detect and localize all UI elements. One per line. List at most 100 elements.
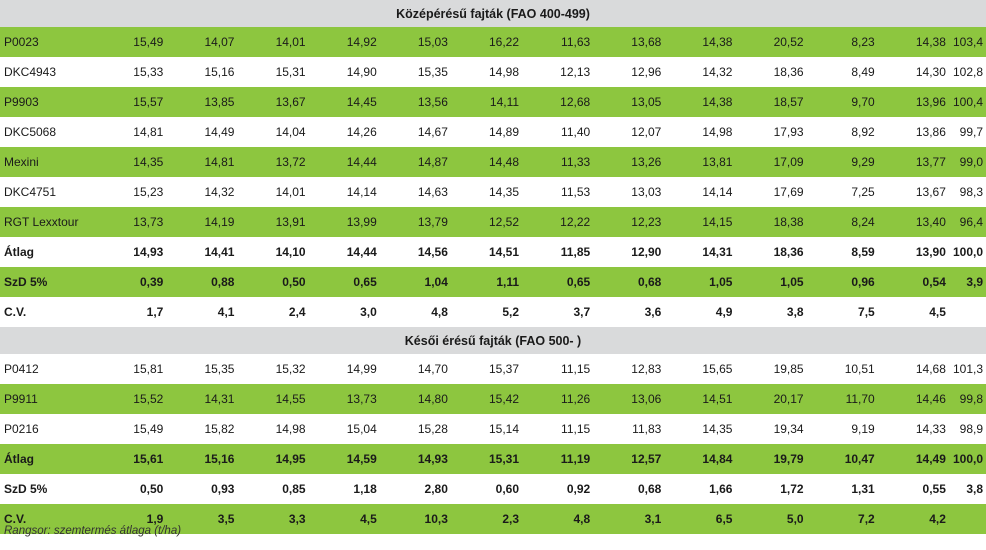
table-cell: 6,5 <box>665 504 737 534</box>
table-cell: 14,38 <box>665 27 737 57</box>
table-cell: 14,32 <box>665 57 737 87</box>
table-cell: 15,32 <box>238 354 310 384</box>
table-cell: 11,85 <box>523 237 595 267</box>
table-cell: 0,92 <box>523 474 595 504</box>
table-cell: 19,79 <box>736 444 808 474</box>
table-cell: 12,57 <box>594 444 666 474</box>
table-cell: 10,51 <box>807 354 879 384</box>
table-cell: 15,81 <box>96 354 168 384</box>
row-label: Mexini <box>0 147 97 177</box>
table-cell: 3,7 <box>523 297 595 327</box>
table-cell <box>949 504 986 534</box>
table-cell: 15,37 <box>451 354 524 384</box>
table-cell: 8,24 <box>807 207 879 237</box>
table-cell: 100,4 <box>949 87 986 117</box>
row-label: DKC5068 <box>0 117 97 147</box>
table-cell: 11,15 <box>523 354 595 384</box>
table-cell: 4,1 <box>167 297 239 327</box>
table-cell: 100,0 <box>949 444 986 474</box>
table-cell: 15,35 <box>380 57 452 87</box>
table-cell: 13,06 <box>594 384 666 414</box>
table-cell: 8,92 <box>807 117 879 147</box>
table-cell: 100,0 <box>949 237 986 267</box>
table-cell: 14,51 <box>665 384 737 414</box>
table-row: DKC5068 14,81 14,49 14,04 14,26 14,67 14,89 11,… <box>0 117 986 147</box>
table-cell: 3,9 <box>949 267 986 297</box>
table-cell: 1,04 <box>380 267 452 297</box>
table-cell: 13,72 <box>238 147 310 177</box>
table-row: P0412 15,81 15,35 15,32 14,99 14,70 15,37 11,15… <box>0 354 986 384</box>
table-cell: 3,0 <box>309 297 381 327</box>
table-row: DKC4943 15,33 15,16 15,31 14,90 15,35 14,98 12,… <box>0 57 986 87</box>
table-row: Átlag 14,93 14,41 14,10 14,44 14,56 14,51 11,85… <box>0 237 986 267</box>
table-cell: 14,93 <box>380 444 452 474</box>
row-label: SzD 5% <box>0 267 97 297</box>
table-cell: 14,46 <box>878 384 950 414</box>
table-cell: 13,73 <box>96 207 168 237</box>
table-cell: 14,56 <box>380 237 452 267</box>
yield-table: Középérésű fajták (FAO 400-499) P0023 15,4… <box>0 0 986 534</box>
table-cell: 15,65 <box>665 354 737 384</box>
table-cell: 0,65 <box>309 267 381 297</box>
table-cell: 13,03 <box>594 177 666 207</box>
table-cell: 3,8 <box>736 297 808 327</box>
table-cell: 14,14 <box>309 177 381 207</box>
table-cell: 13,77 <box>878 147 950 177</box>
table-cell: 12,23 <box>594 207 666 237</box>
table-cell: 4,5 <box>309 504 381 534</box>
table-cell: 14,70 <box>380 354 452 384</box>
table-cell: 2,4 <box>238 297 310 327</box>
table-cell: 11,15 <box>523 414 595 444</box>
table-cell: 15,31 <box>238 57 310 87</box>
table-cell: 8,59 <box>807 237 879 267</box>
table-cell: 0,68 <box>594 267 666 297</box>
table-cell: 14,68 <box>878 354 950 384</box>
table-cell: 7,2 <box>807 504 879 534</box>
table-row: C.V. 1,9 3,5 3,3 4,5 10,3 2,3 4,8 3,1 6,5 5,0 7,2 4,… <box>0 504 986 534</box>
table-row: DKC4751 15,23 14,32 14,01 14,14 14,63 14,35 11,… <box>0 177 986 207</box>
table-cell: 0,50 <box>238 267 310 297</box>
table-cell: 15,52 <box>96 384 168 414</box>
table-cell: 4,8 <box>523 504 595 534</box>
section-title: Középérésű fajták (FAO 400-499) <box>0 0 986 27</box>
table-cell: 0,55 <box>878 474 950 504</box>
table-cell: 14,45 <box>309 87 381 117</box>
table-cell: 4,8 <box>380 297 452 327</box>
table-cell: 17,09 <box>736 147 808 177</box>
table-cell: 14,55 <box>238 384 310 414</box>
table-cell: 0,54 <box>878 267 950 297</box>
table-cell: 13,40 <box>878 207 950 237</box>
table-cell: 1,66 <box>665 474 737 504</box>
table-cell: 1,18 <box>309 474 381 504</box>
table-cell: 3,6 <box>594 297 666 327</box>
table-cell: 14,41 <box>167 237 239 267</box>
table-row: SzD 5% 0,50 0,93 0,85 1,18 2,80 0,60 0,92 0,68 1,… <box>0 474 986 504</box>
table-cell: 18,57 <box>736 87 808 117</box>
table-cell: 13,85 <box>167 87 239 117</box>
table-row: C.V. 1,7 4,1 2,4 3,0 4,8 5,2 3,7 3,6 4,9 3,8 7,5 4,5 <box>0 297 986 327</box>
table-cell: 3,5 <box>167 504 239 534</box>
table-cell: 14,38 <box>878 27 950 57</box>
table-cell: 14,80 <box>380 384 452 414</box>
table-cell: 15,16 <box>167 57 239 87</box>
table-cell: 15,28 <box>380 414 452 444</box>
table-cell: 14,10 <box>238 237 310 267</box>
table-cell: 11,63 <box>523 27 595 57</box>
table-cell: 98,3 <box>949 177 986 207</box>
table-cell: 14,48 <box>451 147 524 177</box>
table-cell: 14,11 <box>451 87 524 117</box>
table-cell: 0,65 <box>523 267 595 297</box>
table-cell: 9,19 <box>807 414 879 444</box>
table-cell: 12,96 <box>594 57 666 87</box>
table-cell: 0,68 <box>594 474 666 504</box>
table-cell: 0,88 <box>167 267 239 297</box>
table-cell: 1,7 <box>96 297 168 327</box>
table-cell: 99,8 <box>949 384 986 414</box>
row-label: Átlag <box>0 444 97 474</box>
table-cell: 14,31 <box>665 237 737 267</box>
table-cell: 10,47 <box>807 444 879 474</box>
table-cell: 14,81 <box>167 147 239 177</box>
row-label: RGT Lexxtour <box>0 207 97 237</box>
table-cell: 20,17 <box>736 384 808 414</box>
